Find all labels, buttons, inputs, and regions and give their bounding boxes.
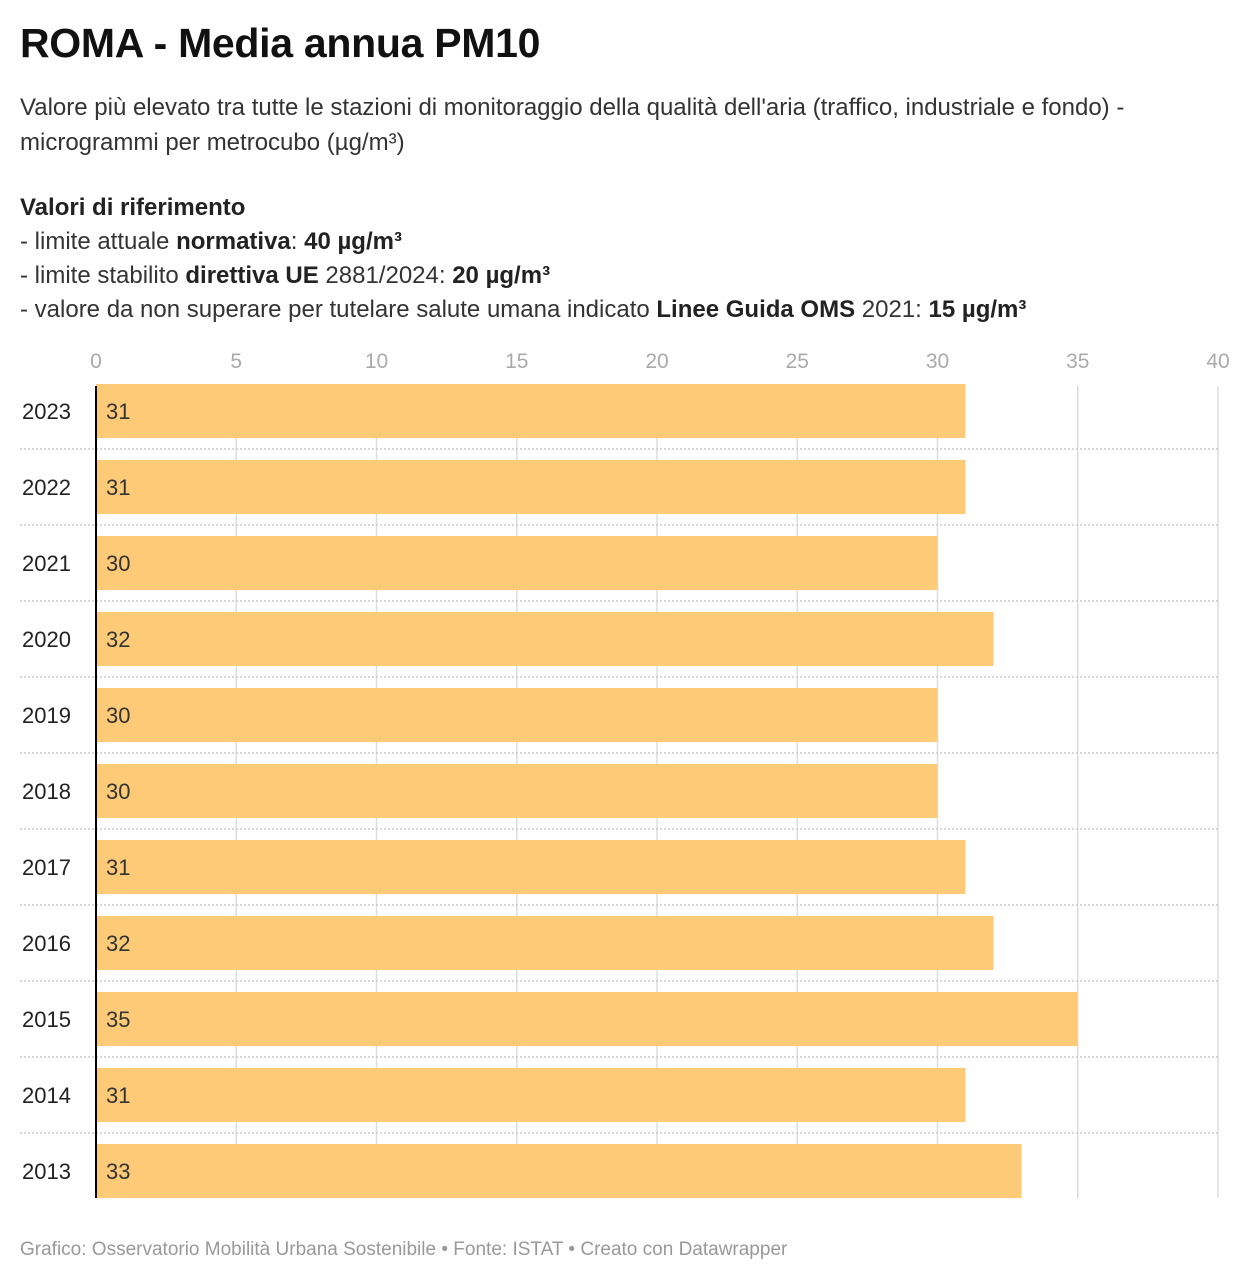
bar-chart: 0 5 10 15 20 25 30 35 40 2023 31 2022 31 2021 30 2020 32… — [20, 350, 1230, 1198]
x-tick-label: 30 — [926, 350, 949, 373]
category-label: 2023 — [22, 399, 71, 424]
ref-bold-value: 20 µg/m³ — [452, 262, 551, 289]
ref-bold: Linee Guida OMS — [656, 296, 856, 323]
category-label: 2022 — [22, 475, 71, 500]
bar — [96, 992, 1078, 1046]
chart-title: ROMA - Media annua PM10 — [20, 20, 541, 66]
reference-line-direttiva: - limite stabilito direttiva UE 2881/202… — [20, 259, 1220, 293]
value-label: 31 — [106, 855, 130, 880]
bar — [96, 612, 994, 666]
x-tick-label: 25 — [786, 350, 809, 373]
bar — [96, 536, 938, 590]
footer-source: Fonte: ISTAT — [453, 1239, 564, 1260]
category-label: 2018 — [22, 779, 71, 804]
x-tick-label: 20 — [645, 350, 668, 373]
bar — [96, 916, 994, 970]
ref-bold: normativa — [176, 228, 291, 255]
value-label: 31 — [106, 475, 130, 500]
x-tick-label: 40 — [1206, 350, 1229, 373]
ref-bold-value: 15 µg/m³ — [928, 296, 1027, 323]
bar — [96, 764, 938, 818]
value-label: 35 — [106, 1007, 130, 1032]
footer-separator: • — [563, 1239, 581, 1260]
bar — [96, 688, 938, 742]
chart-subtitle: Valore più elevato tra tutte le stazioni… — [20, 94, 1125, 156]
ref-text: - limite stabilito — [20, 262, 186, 289]
bar — [96, 460, 966, 514]
value-label: 31 — [106, 399, 130, 424]
footer-separator: • — [436, 1239, 454, 1260]
ref-text: : — [290, 228, 305, 255]
value-label: 30 — [106, 703, 130, 728]
value-label: 32 — [106, 627, 130, 652]
reference-heading: Valori di riferimento — [20, 194, 246, 221]
value-label: 33 — [106, 1159, 130, 1184]
chart-footer: Grafico: Osservatorio Mobilità Urbana So… — [20, 1239, 787, 1261]
category-label: 2021 — [22, 551, 71, 576]
ref-text: - limite attuale — [20, 228, 177, 255]
x-tick-label: 35 — [1066, 350, 1089, 373]
ref-text: 2021: — [855, 296, 929, 323]
category-label: 2014 — [22, 1083, 71, 1108]
footer-tool: Creato con Datawrapper — [580, 1239, 788, 1260]
category-label: 2015 — [22, 1007, 71, 1032]
ref-text: 2881/2024: — [318, 262, 453, 289]
reference-line-normativa: - limite attuale normativa: 40 µg/m³ — [20, 225, 1220, 259]
value-label: 30 — [106, 779, 130, 804]
category-label: 2016 — [22, 931, 71, 956]
value-label: 30 — [106, 551, 130, 576]
category-label: 2017 — [22, 855, 71, 880]
value-label: 32 — [106, 931, 130, 956]
bar — [96, 1068, 966, 1122]
bar-chart-area: 0 5 10 15 20 25 30 35 40 2023 31 2022 31 2021 30 2020 32… — [0, 340, 1240, 1220]
ref-text: - valore da non superare per tutelare sa… — [20, 296, 657, 323]
reference-line-oms: - valore da non superare per tutelare sa… — [20, 293, 1220, 327]
ref-bold-value: 40 µg/m³ — [304, 228, 402, 255]
bar — [96, 840, 966, 894]
reference-values: Valori di riferimento - limite attuale n… — [20, 191, 1220, 327]
category-label: 2019 — [22, 703, 71, 728]
ref-bold: direttiva UE — [185, 262, 319, 289]
value-label: 31 — [106, 1083, 130, 1108]
footer-credit: Grafico: Osservatorio Mobilità Urbana So… — [20, 1239, 437, 1260]
category-label: 2013 — [22, 1159, 71, 1184]
bar — [96, 384, 966, 438]
x-tick-label: 5 — [230, 350, 242, 373]
bar — [96, 1144, 1022, 1198]
category-label: 2020 — [22, 627, 71, 652]
x-tick-label: 15 — [505, 350, 528, 373]
x-tick-label: 10 — [365, 350, 388, 373]
x-tick-label: 0 — [90, 350, 102, 373]
